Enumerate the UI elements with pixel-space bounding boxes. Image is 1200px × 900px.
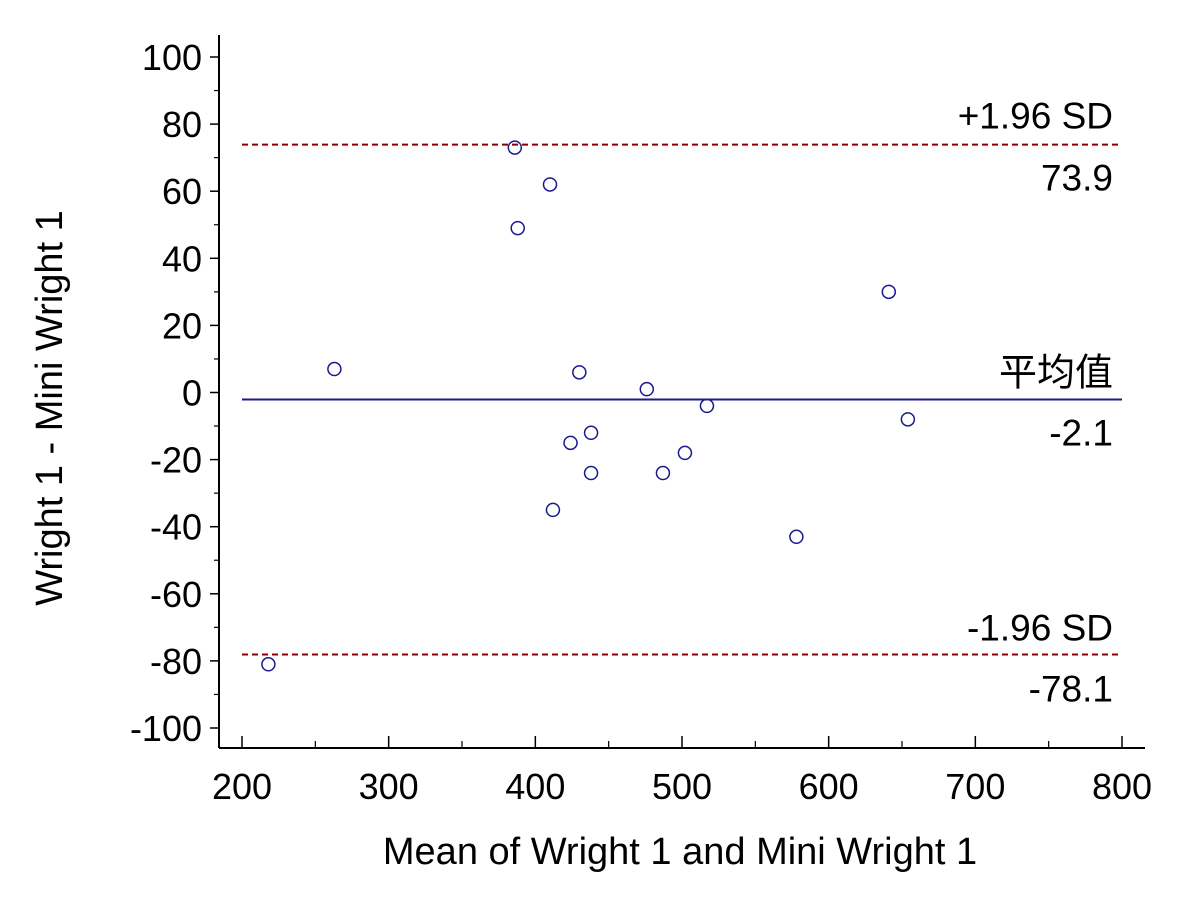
x-tick-label: 800 [1092, 766, 1152, 807]
y-tick-label: 80 [162, 104, 202, 145]
data-points [261, 140, 916, 672]
data-point [545, 502, 561, 518]
mean-label: 平均值 [999, 351, 1113, 395]
data-point [510, 220, 525, 236]
x-axis-title: Mean of Wright 1 and Mini Wright 1 [383, 831, 977, 873]
data-point [655, 465, 671, 481]
y-tick-label: 0 [182, 373, 202, 414]
reference-lines [242, 143, 1122, 656]
data-point [881, 284, 897, 300]
y-tick-label: -40 [150, 507, 202, 548]
data-point [639, 381, 655, 397]
x-tick-label: 600 [799, 766, 859, 807]
x-tick-label: 700 [945, 766, 1005, 807]
x-tick-label: 200 [212, 766, 272, 807]
x-tick-label: 500 [652, 766, 712, 807]
data-point [261, 657, 276, 672]
y-tick-label: 60 [162, 171, 202, 212]
x-tick-label: 300 [359, 766, 419, 807]
data-point [900, 412, 916, 427]
y-tick-label: -80 [150, 641, 202, 682]
y-tick-label: -100 [130, 708, 202, 749]
axes: -100 -80 -60 -40 -20 0 20 40 60 80 100 200 300 400 500… [130, 35, 1152, 807]
data-point [789, 529, 804, 545]
upper-limit-label: +1.96 SD [958, 96, 1113, 137]
upper-limit-value: 73.9 [1041, 158, 1113, 199]
y-axis-title: Wright 1 - Mini Wright 1 [29, 210, 71, 606]
data-point [563, 435, 578, 451]
reference-labels: +1.96 SD 73.9 平均值 -2.1 -1.96 SD -78.1 [958, 96, 1113, 710]
y-tick-label: 20 [162, 305, 202, 346]
y-tick-label: -60 [150, 574, 202, 615]
x-tick-label: 400 [505, 766, 565, 807]
data-point [583, 465, 599, 481]
y-tick-label: 100 [142, 37, 202, 78]
y-tick-label: 40 [162, 238, 202, 279]
data-point [542, 177, 558, 192]
lower-limit-label: -1.96 SD [967, 608, 1113, 649]
mean-value: -2.1 [1049, 413, 1113, 454]
data-point [583, 425, 599, 441]
data-point [327, 361, 342, 377]
data-point [507, 140, 523, 155]
data-point [699, 398, 715, 414]
data-point [572, 365, 587, 380]
data-point [677, 445, 693, 461]
lower-limit-value: -78.1 [1029, 669, 1113, 710]
y-tick-label: -20 [150, 440, 202, 481]
